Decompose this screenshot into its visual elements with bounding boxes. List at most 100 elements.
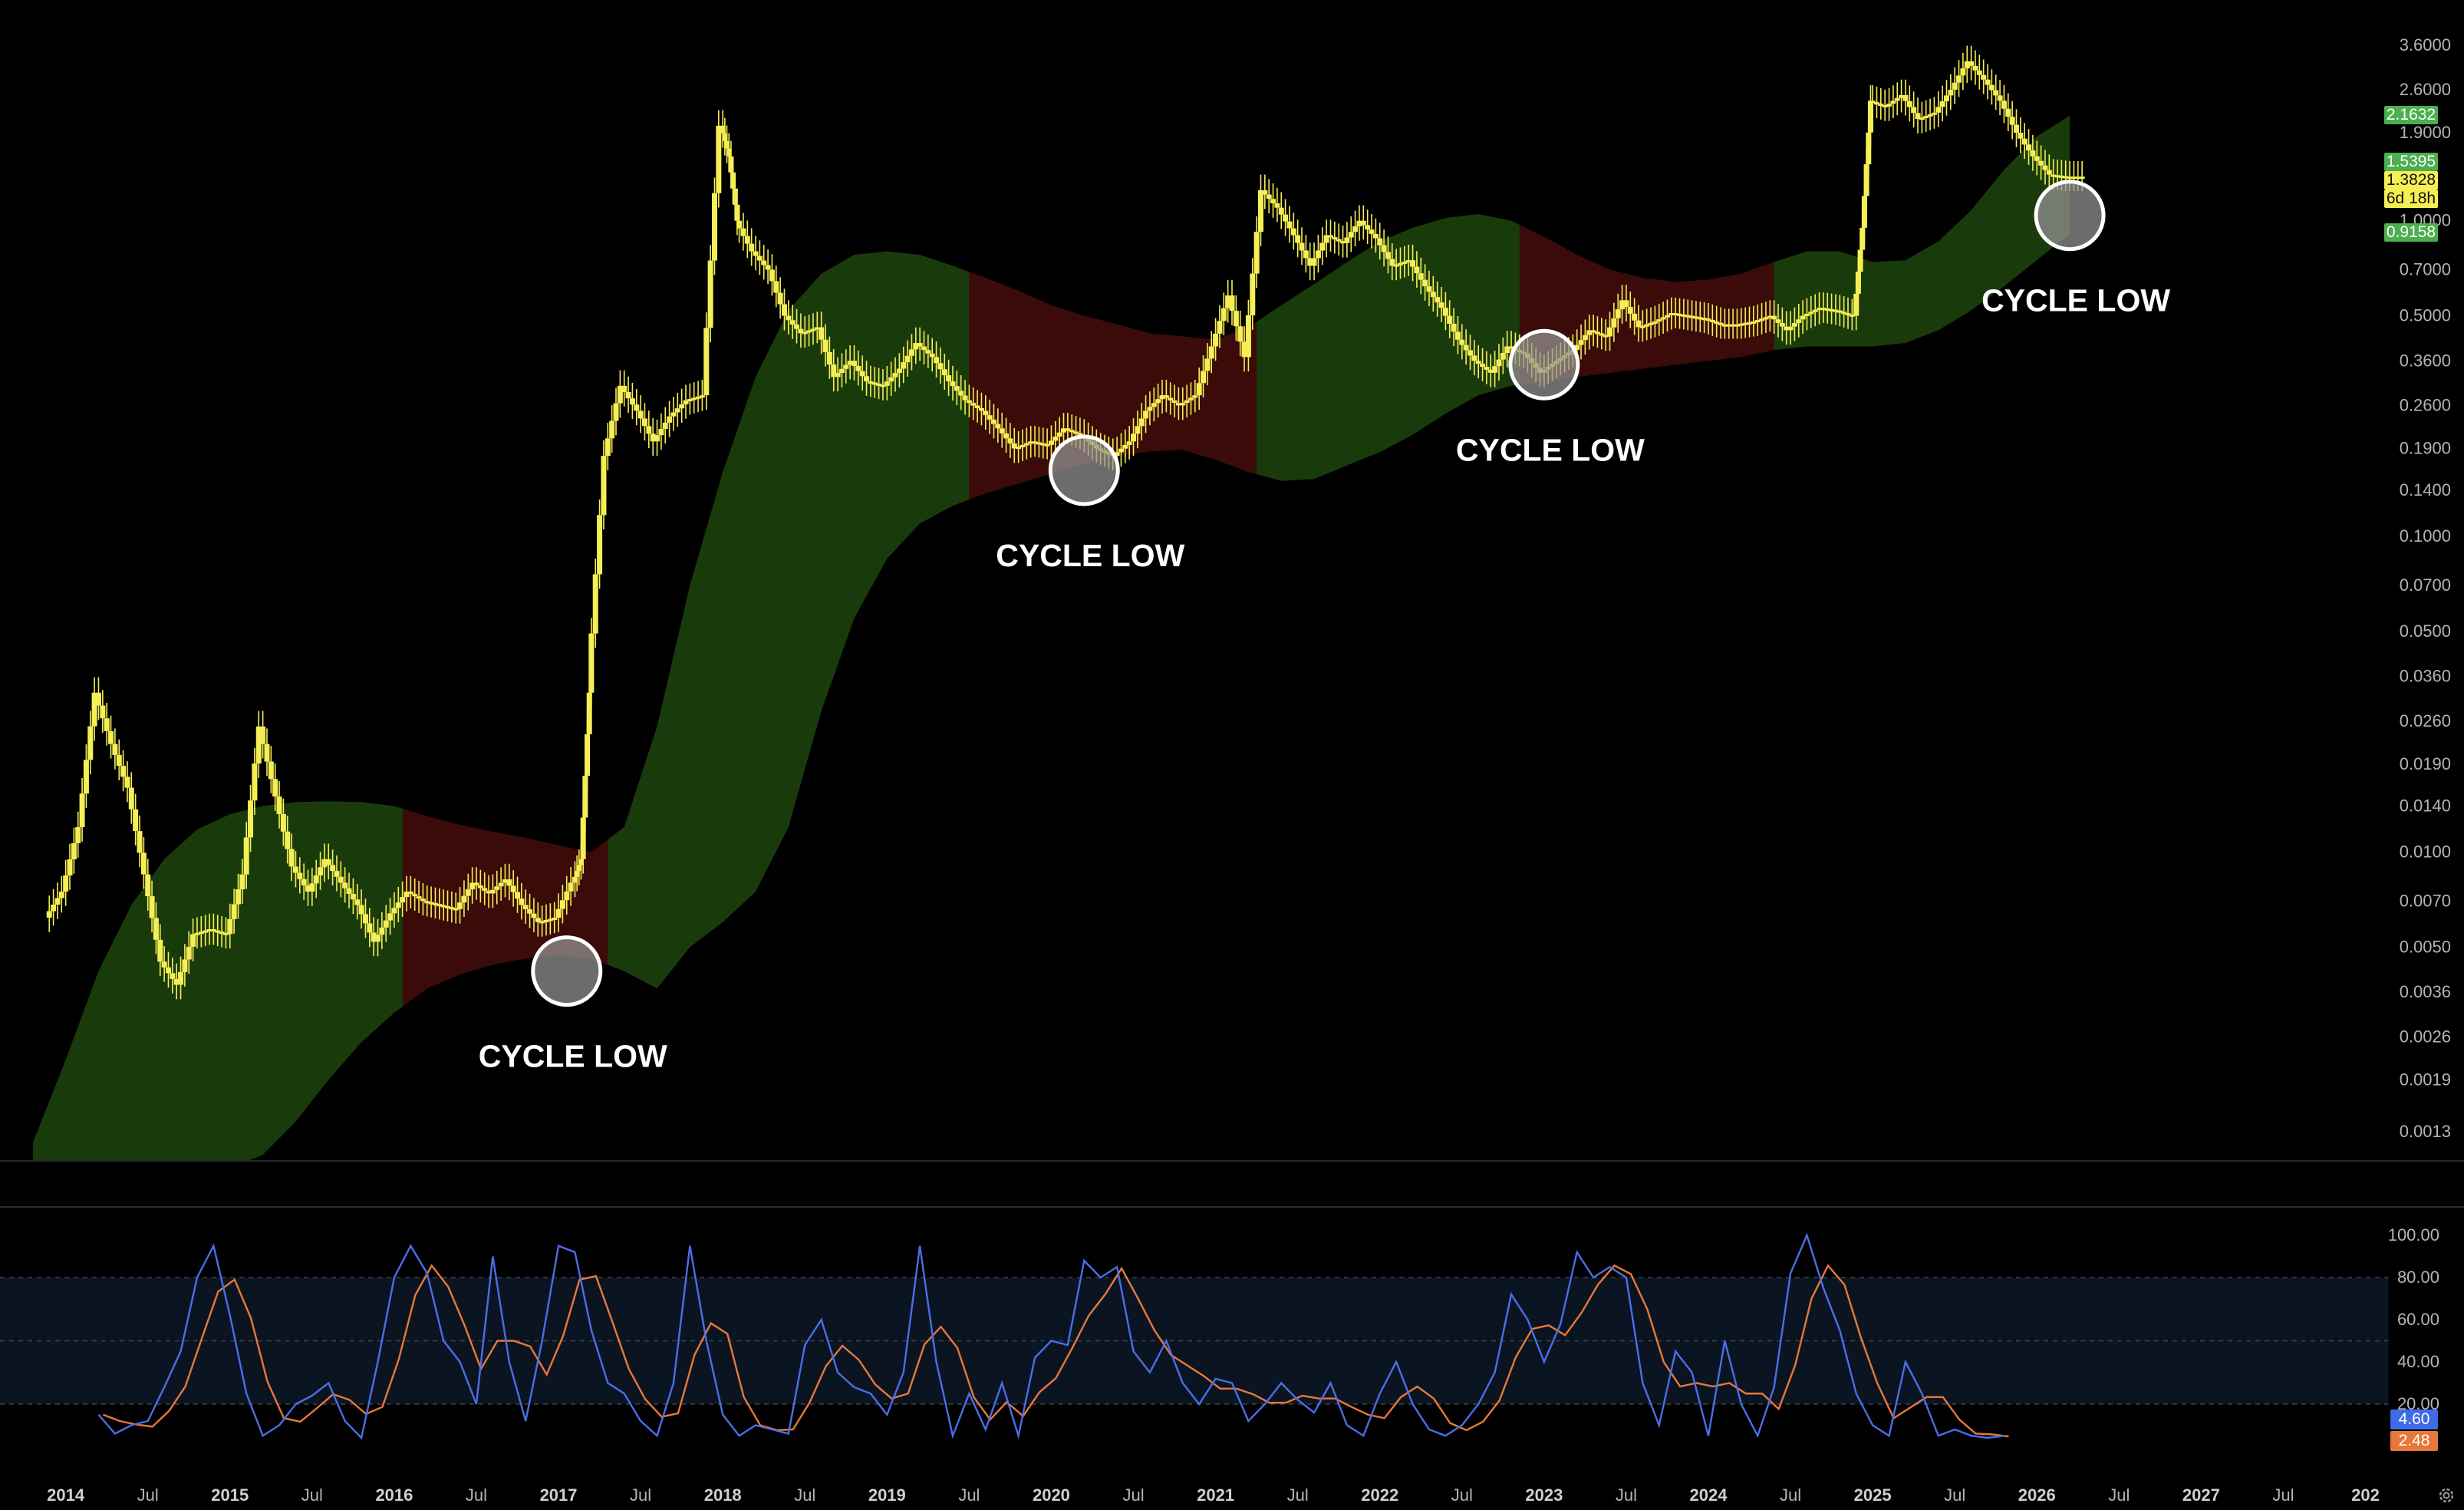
time-tick-label: 2024 (1690, 1485, 1728, 1505)
cycle-low-circle (2034, 180, 2106, 252)
price-candle (734, 204, 740, 221)
price-candle (1993, 90, 1999, 96)
price-candle (137, 831, 143, 853)
price-candle (1250, 273, 1256, 315)
oscillator-tag: 2.48 (2390, 1431, 2438, 1452)
price-candle (1841, 312, 1847, 315)
price-candle (716, 125, 722, 193)
price-candle (1467, 350, 1473, 356)
price-candle (1405, 260, 1412, 263)
price-candle (880, 384, 886, 387)
price-candle (1751, 321, 1757, 324)
price-candle (1315, 250, 1321, 259)
price-candle (691, 397, 697, 401)
price-candle (1939, 101, 1945, 107)
time-tick-label: 2017 (540, 1485, 578, 1505)
price-candle (1611, 318, 1617, 328)
price-candle (461, 895, 467, 903)
time-tick-label: Jul (630, 1485, 651, 1505)
price-candle (280, 813, 286, 832)
price-candle (1369, 229, 1375, 234)
price-candle (761, 260, 767, 265)
price-candle (819, 327, 825, 340)
price-candle (1065, 428, 1071, 431)
price-candle (991, 419, 997, 424)
price-candle (1319, 242, 1326, 251)
price-candle (1742, 322, 1748, 325)
price-candle (264, 743, 270, 762)
price-candle (1262, 190, 1268, 195)
price-candle (726, 148, 732, 157)
price-candle (950, 381, 956, 387)
price-candle (1340, 241, 1346, 244)
price-candle (917, 343, 923, 347)
price-candle (637, 410, 644, 419)
price-candle (1336, 239, 1342, 242)
price-candle (730, 172, 736, 189)
price-candle (210, 929, 216, 932)
price-candle (1016, 447, 1022, 450)
price-candle (1721, 324, 1728, 327)
price-candle (2042, 165, 2048, 170)
price-candle (683, 400, 689, 404)
price-candle (855, 365, 861, 371)
price-axis[interactable]: 3.60002.60001.90001.00000.70000.50000.36… (2400, 35, 2451, 1141)
price-candle (687, 399, 693, 402)
cycle-low-marker[interactable]: CYCLE LOW (1456, 328, 1645, 467)
price-candle (453, 908, 459, 911)
price-candle (1286, 221, 1293, 229)
price-candle (2030, 150, 2036, 157)
price-tick-label: 0.2600 (2400, 395, 2451, 414)
price-tick-label: 0.0050 (2400, 937, 2451, 956)
price-candle (578, 859, 584, 865)
time-tick-label: 2015 (211, 1485, 249, 1505)
price-candle (1931, 112, 1937, 115)
price-candle (1648, 322, 1654, 325)
cycle-low-marker[interactable]: CYCLE LOW (1981, 180, 2170, 318)
price-candle (1454, 331, 1461, 340)
price-candle (621, 385, 628, 392)
oscillator-tick-label: 40.00 (2397, 1352, 2439, 1371)
price-candle (1681, 314, 1687, 317)
price-candle (547, 918, 553, 921)
gear-icon[interactable] (2436, 1485, 2456, 1505)
price-candle (1426, 286, 1432, 292)
time-axis[interactable]: 2014 Jul 2015 Jul 2016 Jul 2017 Jul 2018 Jul 2019 J… (47, 1485, 2380, 1505)
cycle-low-marker[interactable]: CYCLE LOW (479, 935, 667, 1074)
price-candle (2009, 117, 2015, 125)
price-candle (1935, 107, 1942, 113)
price-candle (1184, 400, 1190, 404)
price-candle (1899, 94, 1905, 98)
price-candle (321, 859, 328, 868)
price-tag: 0.9158 (2384, 223, 2438, 242)
price-candle (1861, 196, 1867, 228)
price-candle (1077, 433, 1083, 436)
price-candle (826, 351, 832, 365)
price-candle (1229, 295, 1235, 312)
price-candle (1890, 101, 1896, 104)
price-candle (231, 904, 237, 919)
price-candle (515, 892, 521, 899)
price-candle (1290, 228, 1296, 236)
price-candle (255, 726, 262, 764)
price-candle (153, 918, 159, 940)
oscillator-signal-line (103, 1264, 2009, 1438)
price-candle (457, 902, 463, 909)
price-candle (1808, 312, 1814, 315)
price-candle (1734, 324, 1740, 327)
price-candle (1948, 89, 1954, 96)
price-candle (288, 849, 295, 867)
price-candle (580, 817, 586, 859)
cycle-low-label: CYCLE LOW (1981, 283, 2170, 318)
time-tick-label: Jul (1122, 1485, 1144, 1505)
cycle-low-marker[interactable]: CYCLE LOW (996, 434, 1185, 573)
price-candle (1402, 261, 1408, 264)
price-candle (1866, 132, 1872, 165)
price-candle (108, 730, 114, 744)
price-candle (908, 349, 914, 356)
price-candle (1860, 227, 1866, 250)
price-tag: 1.5395 (2384, 152, 2438, 171)
price-candle (194, 932, 200, 935)
